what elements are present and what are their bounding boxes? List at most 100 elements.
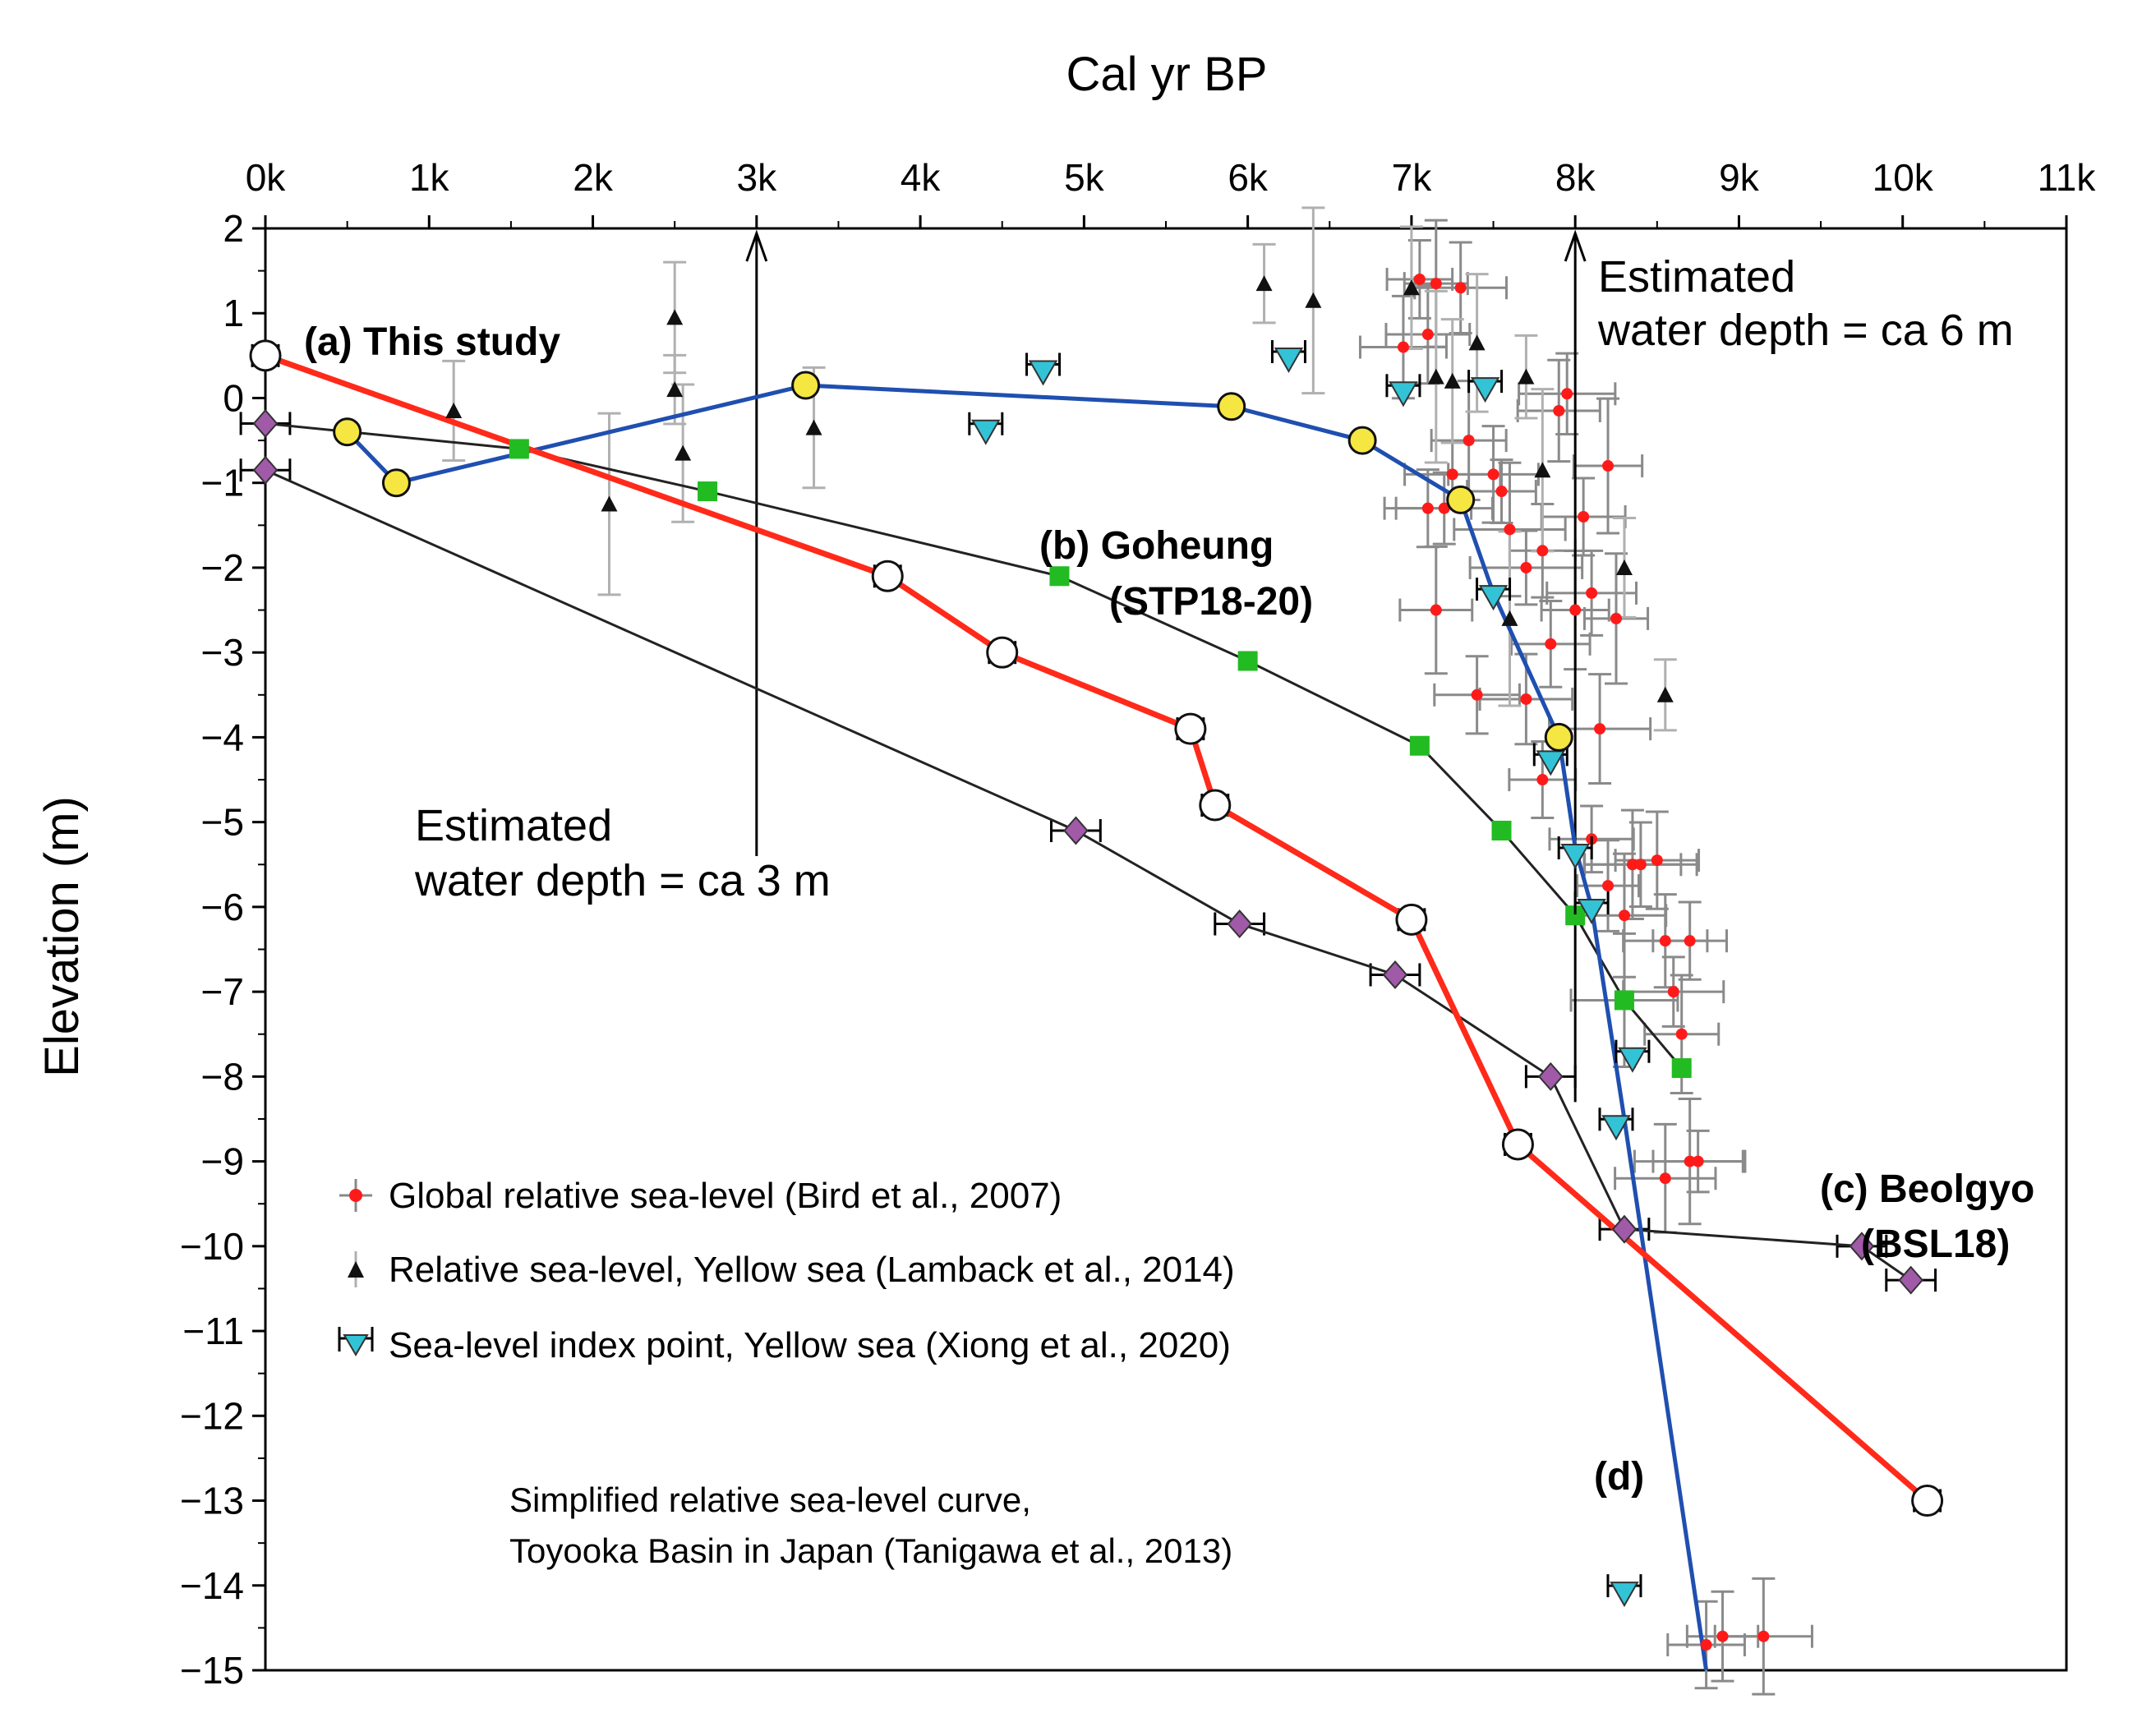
this-study-point bbox=[871, 559, 904, 592]
bird-point bbox=[1413, 273, 1426, 285]
lambeck-point bbox=[666, 309, 684, 325]
bird-point bbox=[1536, 774, 1549, 786]
y-tick-label: −8 bbox=[201, 1055, 244, 1098]
beolgyo-point bbox=[252, 455, 279, 485]
error-bars bbox=[239, 206, 1942, 1696]
lambeck-point bbox=[675, 444, 692, 461]
bird-point bbox=[1430, 604, 1442, 616]
bird-point bbox=[1684, 935, 1696, 947]
y-axis-title: Elevation (m) bbox=[35, 796, 89, 1077]
bird-point bbox=[1602, 880, 1615, 892]
goheung-point bbox=[1614, 990, 1634, 1011]
bird-point bbox=[1454, 282, 1467, 294]
lambeck-point bbox=[1444, 372, 1461, 389]
y-tick-label: −12 bbox=[180, 1394, 244, 1437]
x-tick-label: 7k bbox=[1392, 156, 1433, 199]
legend-red-dot bbox=[349, 1189, 362, 1202]
xiong-point bbox=[1389, 381, 1418, 408]
bird-point bbox=[1430, 278, 1442, 290]
goheung-point bbox=[1491, 820, 1512, 840]
plot-border bbox=[264, 227, 2068, 1672]
lambeck-point bbox=[1403, 279, 1420, 296]
lambeck-point bbox=[1615, 559, 1633, 575]
bird-point bbox=[1446, 468, 1458, 481]
bird-point bbox=[1520, 693, 1532, 705]
beolgyo-point bbox=[1611, 1214, 1638, 1244]
x-tick-label: 5k bbox=[1064, 156, 1105, 199]
bird-point bbox=[1495, 486, 1508, 498]
goheung-point bbox=[1409, 735, 1430, 756]
x-tick-label: 0k bbox=[246, 156, 287, 199]
bird-point bbox=[1634, 859, 1647, 871]
legend-item-xiong: Sea-level index point, Yellow sea (Xiong… bbox=[389, 1325, 1231, 1365]
bird-point bbox=[1659, 935, 1671, 947]
x-tick-label: 9k bbox=[1719, 156, 1760, 199]
toyooka-point bbox=[1347, 426, 1377, 455]
plot-frame bbox=[264, 227, 2068, 1672]
bird-point bbox=[1659, 1172, 1671, 1185]
bird-point bbox=[1716, 1630, 1729, 1642]
bird-point bbox=[1504, 523, 1516, 536]
bird-point bbox=[1561, 388, 1573, 400]
label-goheung: (b) Goheung bbox=[1039, 524, 1274, 568]
xiong-point bbox=[1478, 585, 1509, 611]
lambeck-point bbox=[1656, 686, 1674, 702]
lambeck-point bbox=[1501, 610, 1518, 626]
beolgyo-point bbox=[1063, 816, 1089, 845]
lambeck-point bbox=[601, 495, 618, 512]
toyooka-point bbox=[791, 371, 821, 400]
legend-item-bird: Global relative sea-level (Bird et al., … bbox=[389, 1176, 1062, 1216]
bird-point bbox=[1586, 587, 1598, 599]
goheung-point bbox=[1049, 566, 1070, 587]
x-tick-label: 4k bbox=[901, 156, 942, 199]
this-study-point bbox=[1395, 903, 1428, 936]
y-tick-label: −1 bbox=[201, 462, 244, 504]
y-tick-label: −14 bbox=[180, 1564, 244, 1607]
legend-symbol-lambeck bbox=[348, 1251, 364, 1287]
legend-cyan-triangle bbox=[343, 1334, 369, 1356]
label-beolgyo-core: (BSL18) bbox=[1861, 1223, 2010, 1266]
y-tick-label: −2 bbox=[201, 546, 244, 589]
xiong-point bbox=[1028, 360, 1058, 386]
series-markers bbox=[249, 273, 1944, 1651]
x-tick-label: 2k bbox=[573, 156, 614, 199]
x-tick-label: 10k bbox=[1873, 156, 1934, 199]
bird-point bbox=[1618, 909, 1630, 922]
bird-point bbox=[1569, 604, 1582, 616]
y-tick-label: −7 bbox=[201, 970, 244, 1013]
bird-point bbox=[1471, 688, 1483, 701]
goheung-point bbox=[509, 439, 529, 459]
bird-point bbox=[1594, 723, 1606, 735]
goheung-point bbox=[1237, 651, 1258, 671]
xiong-point bbox=[1610, 1582, 1639, 1608]
beolgyo-line bbox=[265, 468, 1912, 1282]
x-tick-label: 11k bbox=[2038, 156, 2097, 199]
toyooka-note-line1: Simplified relative sea-level curve, bbox=[509, 1480, 1031, 1519]
xiong-point bbox=[1618, 1047, 1647, 1073]
label-goheung-core: (STP18-20) bbox=[1109, 580, 1313, 624]
lambeck-point bbox=[1534, 462, 1551, 478]
xiong-point bbox=[1274, 348, 1304, 374]
lambeck-point bbox=[805, 419, 822, 435]
x-tick-label: 3k bbox=[737, 156, 778, 199]
xiong-point bbox=[971, 419, 1001, 445]
y-tick-label: −6 bbox=[201, 886, 244, 928]
y-tick-label: 1 bbox=[223, 292, 244, 334]
y-tick-label: −5 bbox=[201, 801, 244, 844]
bird-point bbox=[1610, 612, 1622, 624]
label-this-study: (a) This study bbox=[304, 320, 560, 364]
lambeck-point bbox=[666, 381, 684, 398]
toyooka-note-line2: Toyooka Basin in Japan (Tanigawa et al.,… bbox=[509, 1531, 1232, 1570]
bird-point bbox=[1421, 329, 1434, 341]
this-study-point bbox=[1174, 712, 1207, 745]
xiong-point bbox=[1560, 843, 1590, 869]
y-tick-label: −13 bbox=[180, 1480, 244, 1522]
y-tick-label: −10 bbox=[180, 1225, 244, 1268]
bird-point bbox=[1545, 638, 1557, 650]
xiong-point bbox=[1470, 377, 1500, 403]
y-tick-label: −3 bbox=[201, 631, 244, 674]
toyooka-point bbox=[333, 417, 362, 447]
lambeck-point bbox=[1518, 368, 1535, 384]
x-tick-label: 8k bbox=[1555, 156, 1596, 199]
